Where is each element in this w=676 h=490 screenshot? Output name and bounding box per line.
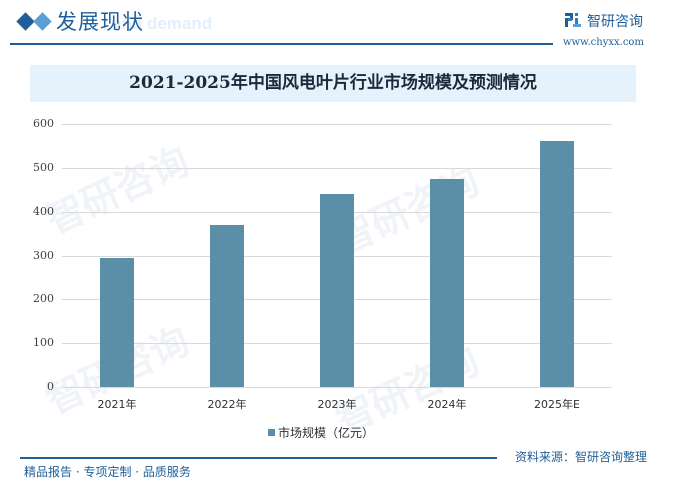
footer-divider: [20, 457, 497, 459]
bar: [320, 194, 354, 387]
x-tick-label: 2023年: [317, 398, 357, 411]
chart-title: 2021-2025年中国风电叶片行业市场规模及预测情况: [129, 73, 537, 93]
x-tick-label: 2024年: [427, 398, 467, 411]
diamond-icon: [16, 12, 35, 31]
header-divider: [10, 43, 553, 45]
section-title: 发展现状: [56, 10, 144, 34]
logo-text: 智研咨询: [587, 14, 643, 30]
gridline: [62, 387, 612, 388]
bar: [540, 141, 574, 387]
y-tick-label: 600: [33, 117, 54, 130]
legend-swatch: [268, 429, 275, 436]
logo-url: www.chyxx.com: [563, 37, 644, 48]
gridline: [62, 124, 612, 125]
bar: [430, 179, 464, 387]
footer-slogan: 精品报告 · 专项定制 · 品质服务: [24, 465, 191, 479]
x-tick-label: 2025年E: [534, 398, 580, 411]
y-tick-label: 0: [47, 380, 54, 393]
y-tick-label: 300: [33, 249, 54, 262]
y-tick-label: 100: [33, 336, 54, 349]
x-tick-label: 2022年: [207, 398, 247, 411]
y-tick-label: 500: [33, 161, 54, 174]
legend-label: 市场规模（亿元）: [278, 426, 375, 440]
x-tick-label: 2021年: [97, 398, 137, 411]
diamond-icon: [33, 12, 52, 31]
y-tick-label: 400: [33, 205, 54, 218]
header-ghost-text: and demand: [112, 14, 213, 33]
bar: [100, 258, 134, 387]
chart-legend: 市场规模（亿元）: [268, 424, 374, 441]
watermark: 智研咨询: [39, 138, 196, 243]
gridline: [62, 168, 612, 169]
bar: [210, 225, 244, 387]
logo-icon: [565, 13, 581, 27]
title-band: [30, 65, 636, 102]
source-note: 资料来源：智研咨询整理: [515, 450, 648, 464]
y-tick-label: 200: [33, 292, 54, 305]
